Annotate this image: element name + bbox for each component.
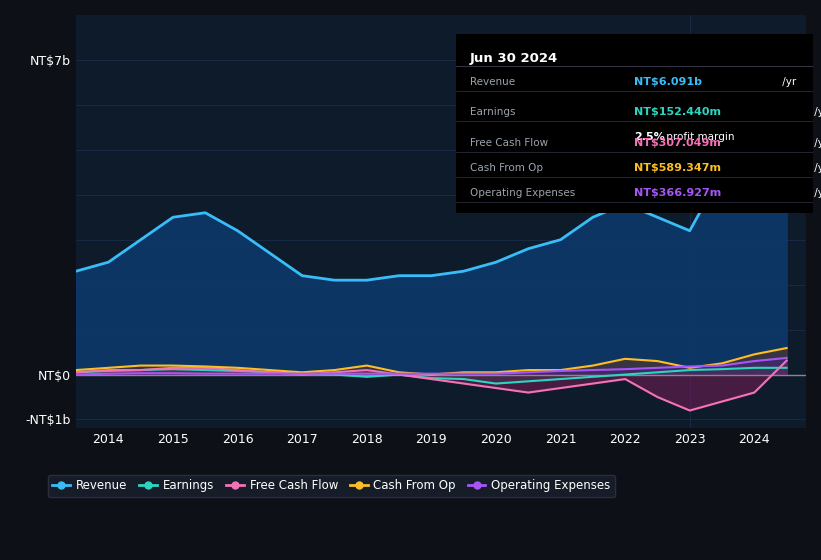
Text: Free Cash Flow: Free Cash Flow: [470, 138, 548, 147]
Text: Earnings: Earnings: [470, 107, 516, 117]
Text: 2.5%: 2.5%: [635, 132, 665, 142]
Text: Jun 30 2024: Jun 30 2024: [470, 52, 558, 64]
Text: NT$152.440m: NT$152.440m: [635, 107, 721, 117]
Legend: Revenue, Earnings, Free Cash Flow, Cash From Op, Operating Expenses: Revenue, Earnings, Free Cash Flow, Cash …: [48, 474, 616, 497]
Text: NT$589.347m: NT$589.347m: [635, 162, 721, 172]
Text: Operating Expenses: Operating Expenses: [470, 188, 576, 198]
Text: /yr: /yr: [811, 107, 821, 117]
Text: /yr: /yr: [811, 188, 821, 198]
Text: Revenue: Revenue: [470, 77, 515, 87]
Text: NT$6.091b: NT$6.091b: [635, 77, 702, 87]
Text: NT$366.927m: NT$366.927m: [635, 188, 722, 198]
Text: /yr: /yr: [811, 162, 821, 172]
Text: Cash From Op: Cash From Op: [470, 162, 543, 172]
Text: /yr: /yr: [779, 77, 796, 87]
Text: /yr: /yr: [811, 138, 821, 147]
Text: NT$307.049m: NT$307.049m: [635, 138, 721, 147]
Text: profit margin: profit margin: [663, 132, 734, 142]
